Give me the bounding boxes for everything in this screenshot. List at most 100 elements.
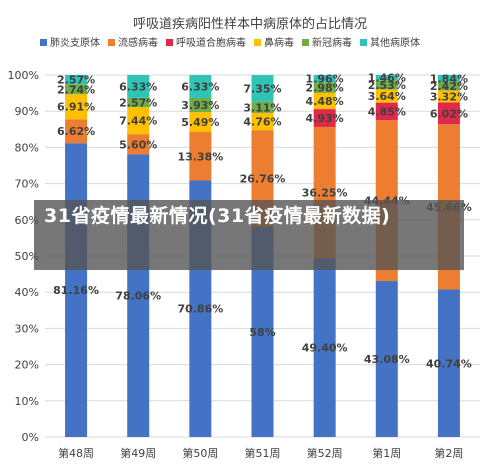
y-tick-label: 50% <box>15 250 39 263</box>
data-label: 6.91% <box>57 101 95 114</box>
data-label: 3.93% <box>181 99 219 112</box>
data-label: 78.06% <box>115 290 161 303</box>
bar-segment <box>251 101 274 113</box>
bar-segment <box>437 75 460 82</box>
bar-segment <box>251 75 274 102</box>
legend-label: 呼吸道合胞病毒 <box>176 36 246 49</box>
bar-segment <box>189 132 212 181</box>
legend-label: 新冠病毒 <box>312 36 352 49</box>
legend: 肺炎支原体 流感病毒 呼吸道合胞病毒 鼻病毒 新冠病毒 其他病原体 <box>40 36 420 49</box>
bar-segment <box>437 81 460 91</box>
bar-segment <box>313 109 336 127</box>
data-label: 49.40% <box>302 342 348 355</box>
data-label: 1.84% <box>430 72 468 85</box>
legend-swatch <box>166 39 173 46</box>
data-label: 2.74% <box>57 83 95 96</box>
data-label: 4.85% <box>368 105 406 118</box>
bar-segment <box>375 281 398 437</box>
bar-segment <box>189 97 212 113</box>
bar-segment <box>375 89 398 103</box>
bar-segment <box>313 75 336 83</box>
y-tick-label: 80% <box>15 141 39 154</box>
data-label: 6.02% <box>430 107 468 120</box>
bar-segment <box>65 119 88 144</box>
data-label: 13.38% <box>177 150 223 163</box>
data-label: 2.53% <box>368 79 406 92</box>
legend-swatch <box>302 39 309 46</box>
y-tick-label: 70% <box>15 178 39 191</box>
y-axis-ticks: 0% 10% 20% 30% 40% 50% 60% 70% 80% 90% 100% <box>8 69 39 444</box>
data-label: 3.11% <box>243 101 281 114</box>
bar-segment <box>313 92 336 110</box>
data-label: 26.76% <box>240 173 286 186</box>
legend-label: 鼻病毒 <box>264 36 294 49</box>
data-label: 2.98% <box>306 81 344 94</box>
data-label: 4.48% <box>306 95 344 108</box>
data-label: 6.62% <box>57 125 95 138</box>
legend-swatch <box>254 39 261 46</box>
y-tick-label: 100% <box>8 69 39 82</box>
bar-segment <box>65 75 88 85</box>
data-label: 5.49% <box>181 116 219 129</box>
data-label: 81.16% <box>53 284 99 297</box>
bar-segment <box>127 97 150 108</box>
bar-segment <box>251 112 274 131</box>
bar-segment <box>375 80 398 90</box>
y-tick-label: 30% <box>15 322 39 335</box>
data-label: 40.74% <box>426 357 472 370</box>
x-tick-label: 第52周 <box>307 446 343 460</box>
data-label: 1.96% <box>306 73 344 86</box>
legend-swatch <box>108 39 115 46</box>
bar-segment <box>189 112 212 133</box>
data-label: 5.60% <box>119 138 157 151</box>
y-tick-label: 40% <box>15 286 39 299</box>
y-tick-label: 60% <box>15 214 39 227</box>
bar-segment <box>127 134 150 155</box>
bar-segment <box>437 90 460 103</box>
data-label: 2.57% <box>119 97 157 110</box>
y-tick-label: 10% <box>15 395 39 408</box>
data-label: 6.33% <box>119 80 157 93</box>
x-tick-label: 第50周 <box>182 446 218 460</box>
data-label: 58% <box>249 326 275 339</box>
data-label: 7.44% <box>119 115 157 128</box>
bar-segment <box>437 289 460 437</box>
bar-segment <box>251 227 274 437</box>
x-tick-label: 第51周 <box>245 446 281 460</box>
data-label: 1.46% <box>368 72 406 85</box>
bar-segment <box>65 94 88 120</box>
data-label: 2.42% <box>430 80 468 93</box>
bar-segment <box>127 107 150 135</box>
data-label: 6.33% <box>181 80 219 93</box>
data-label: 2.57% <box>57 74 95 87</box>
y-tick-label: 90% <box>15 105 39 118</box>
headline-overlay-background <box>34 200 464 270</box>
bar-segment <box>313 258 336 437</box>
data-label: 70.86% <box>177 303 223 316</box>
bar-segment <box>375 102 398 121</box>
chart-title: 呼吸道疾病阳性样本中病原体的占比情况 <box>133 16 367 32</box>
data-label: 3.32% <box>430 90 468 103</box>
legend-swatch <box>360 39 367 46</box>
bar-segment <box>127 75 150 98</box>
x-axis-ticks: 第48周 第49周 第50周 第51周 第52周 第1周 第2周 <box>58 446 463 460</box>
x-tick-label: 第49周 <box>120 446 156 460</box>
data-label: 43.08% <box>364 353 410 366</box>
x-tick-label: 第48周 <box>58 446 94 460</box>
data-label: 4.76% <box>243 116 281 129</box>
legend-label: 肺炎支原体 <box>50 37 100 49</box>
data-label: 36.25% <box>302 187 348 200</box>
x-tick-label: 第2周 <box>434 446 463 460</box>
legend-label: 其他病原体 <box>370 36 420 49</box>
bar-segment <box>65 84 88 95</box>
bar-segment <box>313 82 336 93</box>
headline-overlay-text: 31省疫情最新情况(31省疫情最新数据) <box>44 205 391 227</box>
data-label: 3.64% <box>368 90 406 103</box>
bar-segment <box>375 75 398 81</box>
x-tick-label: 第1周 <box>372 446 401 460</box>
bar-segment <box>437 102 460 125</box>
bar-segment <box>189 75 212 98</box>
legend-swatch <box>40 39 47 46</box>
y-tick-label: 0% <box>22 431 39 444</box>
